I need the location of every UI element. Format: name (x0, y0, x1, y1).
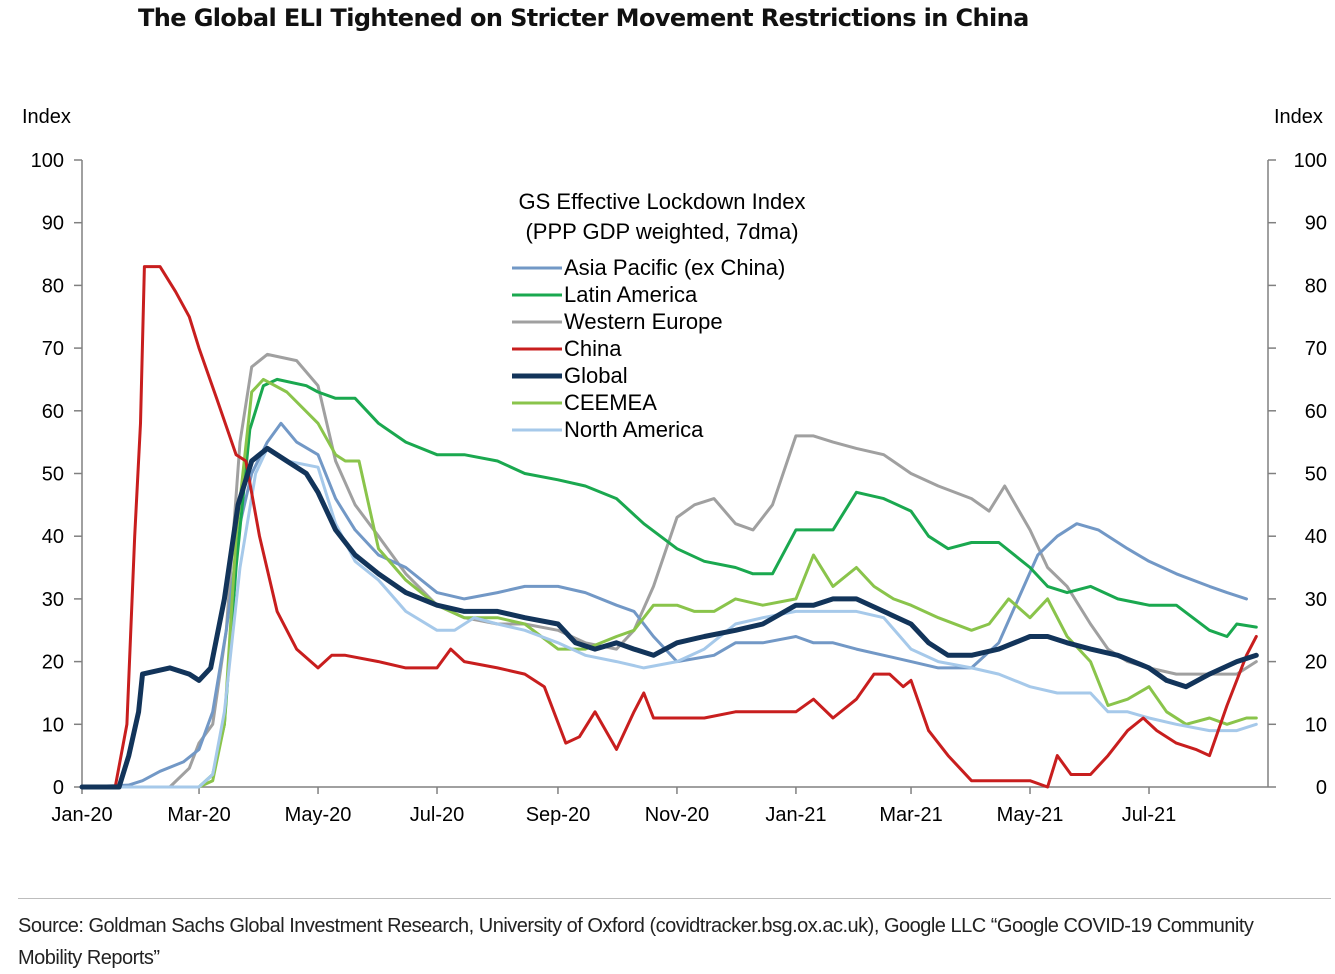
series-line-china (80, 265, 1258, 789)
y-tick-label-right: 90 (1305, 213, 1327, 235)
y-tick-label-left: 10 (42, 714, 64, 736)
chart-title: The Global ELI Tightened on Stricter Mov… (138, 4, 1029, 32)
legend-title-line: GS Effective Lockdown Index (519, 189, 806, 214)
y-tick-label-left: 80 (42, 275, 64, 297)
y-tick-label-right: 50 (1305, 464, 1327, 486)
x-tick-label: Mar-21 (879, 804, 942, 826)
legend-entry-label: North America (564, 417, 704, 442)
footer-divider (18, 898, 1331, 899)
series-line-asia-pacific-ex-china (80, 421, 1248, 789)
x-tick-label: Nov-20 (645, 804, 709, 826)
y-tick-label-left: 20 (42, 652, 64, 674)
y-tick-label-right: 40 (1305, 526, 1327, 548)
x-tick-label: May-21 (997, 804, 1064, 826)
series-lines (79, 265, 1259, 790)
y-tick-label-left: 90 (42, 213, 64, 235)
y-tick-label-right: 100 (1294, 150, 1327, 172)
series-line-latin-america (80, 377, 1258, 789)
x-tick-label: Jul-21 (1122, 804, 1176, 826)
y-tick-label-right: 10 (1305, 714, 1327, 736)
x-tick-label: Jan-20 (51, 804, 112, 826)
lockdown-index-chart: 0 0 10 10 20 20 30 30 40 40 50 50 60 60 70 70 80 80 90 90 10… (31, 150, 1327, 826)
series-line-ceemea (80, 377, 1258, 789)
source-note: Source: Goldman Sachs Global Investment … (18, 915, 1254, 969)
x-tick-label: Sep-20 (526, 804, 591, 826)
x-tick-label: Mar-20 (167, 804, 230, 826)
x-tick-label: Jul-20 (410, 804, 464, 826)
left-axis-label: Index (22, 106, 71, 128)
y-tick-label-right: 20 (1305, 652, 1327, 674)
series-line-global (79, 445, 1259, 790)
y-tick-label-right: 80 (1305, 275, 1327, 297)
legend-title-line: (PPP GDP weighted, 7dma) (525, 219, 798, 244)
y-tick-label-left: 60 (42, 401, 64, 423)
series-line-north-america (80, 446, 1258, 789)
legend-entry-label: Latin America (564, 282, 698, 307)
y-tick-label-left: 40 (42, 526, 64, 548)
y-tick-label-left: 70 (42, 338, 64, 360)
y-tick-label-right: 70 (1305, 338, 1327, 360)
legend-entry-label: Western Europe (564, 309, 723, 334)
y-tick-label-right: 60 (1305, 401, 1327, 423)
y-tick-label-left: 50 (42, 464, 64, 486)
x-tick-label: Jan-21 (765, 804, 826, 826)
y-tick-label-right: 30 (1305, 589, 1327, 611)
y-tick-label-right: 0 (1316, 777, 1327, 799)
legend-entry-label: China (564, 336, 622, 361)
chart-axes: 0 0 10 10 20 20 30 30 40 40 50 50 60 60 70 70 80 80 90 90 10… (31, 150, 1327, 826)
y-tick-label-left: 30 (42, 589, 64, 611)
legend-entry-label: Asia Pacific (ex China) (564, 255, 785, 280)
y-tick-label-left: 0 (53, 777, 64, 799)
legend-entry-label: CEEMEA (564, 390, 657, 415)
legend-entry-label: Global (564, 363, 628, 388)
right-axis-label: Index (1274, 106, 1323, 128)
y-tick-label-left: 100 (31, 150, 64, 172)
series-line-western-europe (80, 352, 1258, 789)
chart-legend: GS Effective Lockdown Index (PPP GDP weig… (512, 189, 805, 442)
x-tick-label: May-20 (285, 804, 352, 826)
